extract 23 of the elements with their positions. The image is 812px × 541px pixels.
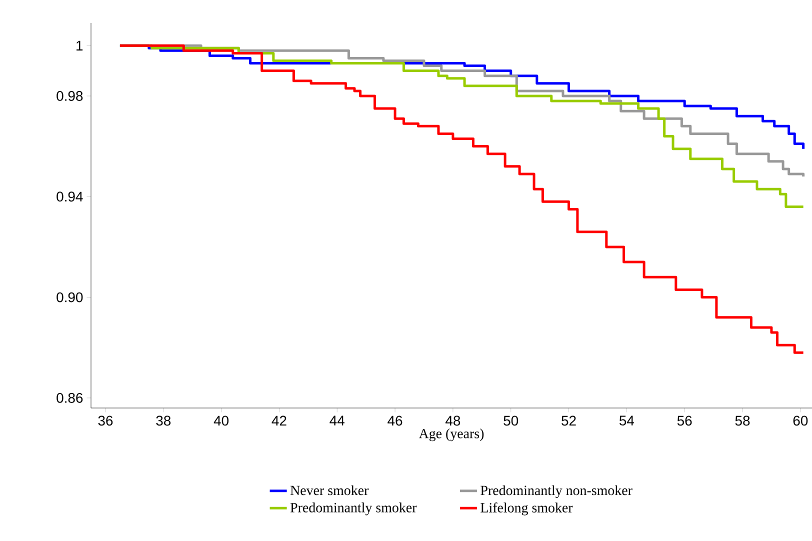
x-tick-label: 40 [214,416,229,426]
x-tick-label: 38 [156,416,171,426]
y-tick-label: 0.90 [56,292,83,302]
x-tick-label: 48 [446,416,460,426]
y-tick-label: 0.94 [56,192,83,202]
legend-label: Lifelong smoker [480,502,573,516]
x-tick-label: 58 [735,416,750,426]
x-tick-label: 50 [504,416,518,426]
legend-label: Predominantly non-smoker [480,485,632,498]
legend-label: Never smoker [290,485,369,496]
x-tick-label: 36 [98,416,113,426]
legend-label: Predominantly smoker [290,502,417,516]
x-tick-label: 56 [677,416,692,426]
x-axis-title: Age (years) [418,428,484,442]
y-tick-label: 0.98 [56,91,83,101]
y-tick-label: 0.86 [56,392,83,403]
x-tick-label: 52 [562,416,576,426]
x-tick-label: 42 [272,416,286,426]
x-tick-label: 44 [330,416,344,426]
y-tick-label: 1 [76,40,83,50]
x-tick-label: 60 [793,416,808,426]
x-tick-label: 54 [619,416,634,426]
x-tick-label: 46 [388,416,402,426]
